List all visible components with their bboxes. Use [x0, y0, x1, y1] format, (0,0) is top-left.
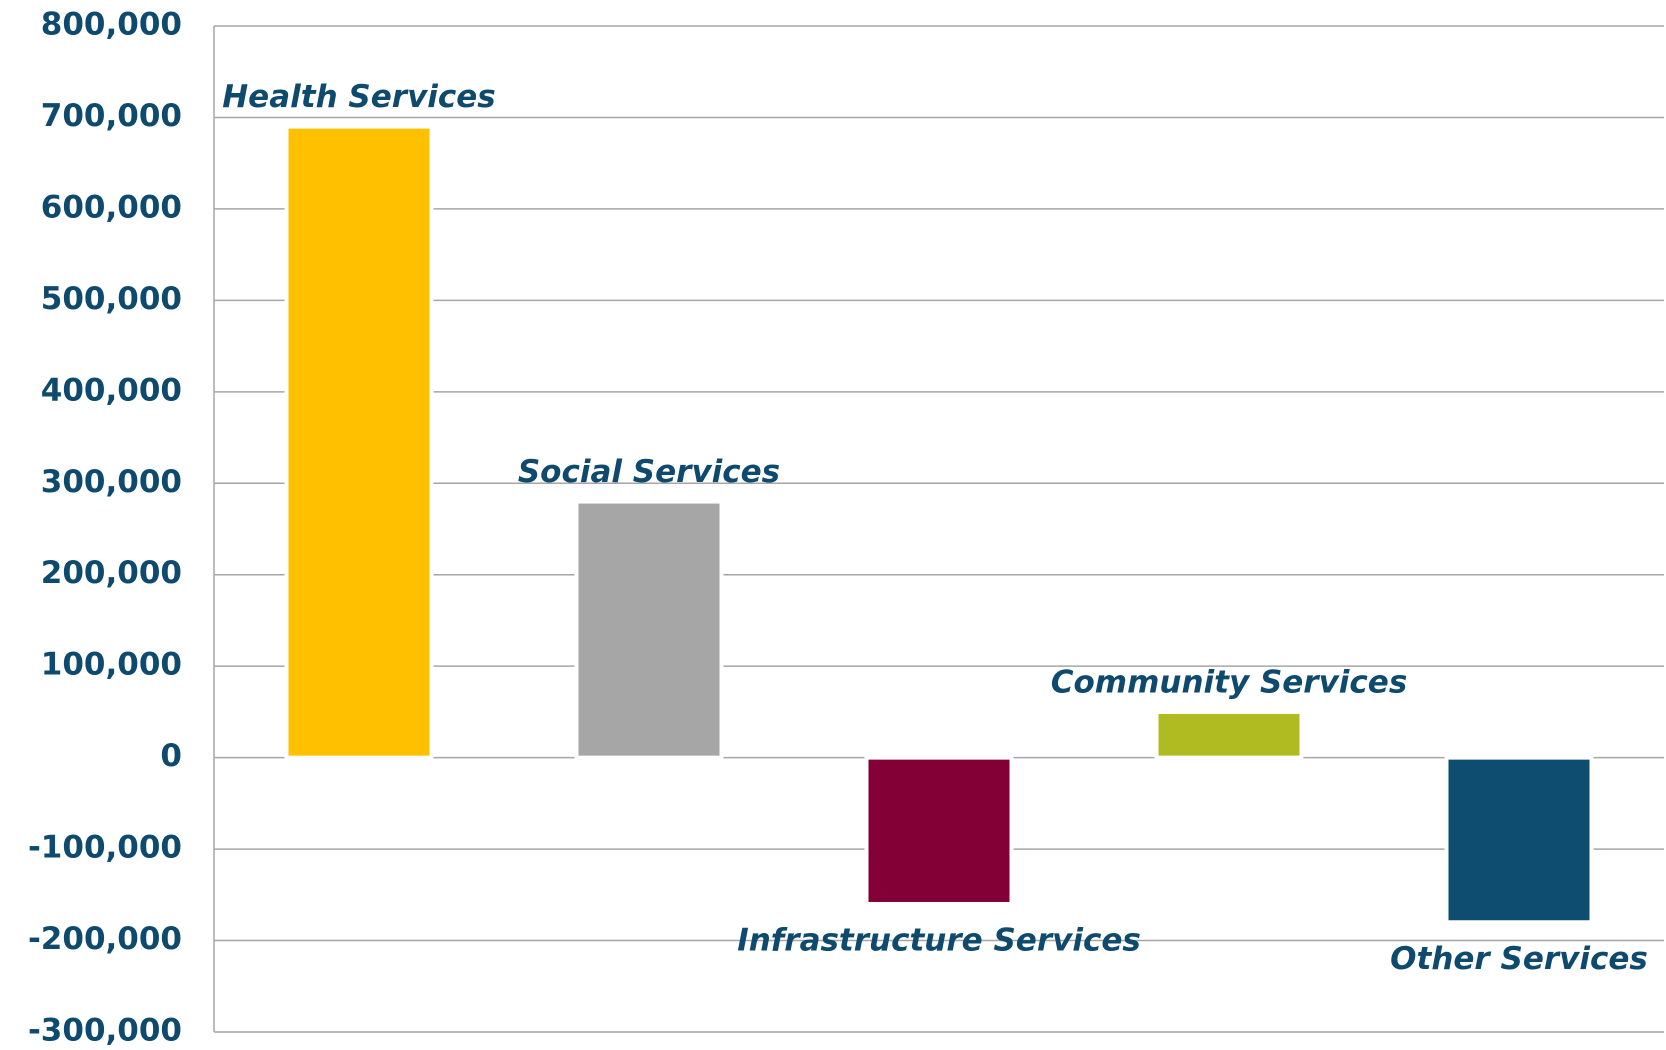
- category-label: Social Services: [518, 454, 780, 490]
- y-tick-label: 0: [160, 738, 182, 774]
- y-tick-label: 400,000: [41, 372, 182, 408]
- bar: [574, 499, 724, 760]
- bar: [284, 124, 434, 760]
- y-tick-label: -100,000: [28, 830, 182, 866]
- category-label: Other Services: [1390, 941, 1648, 977]
- y-tick-label: -200,000: [28, 921, 182, 957]
- bar: [1444, 755, 1594, 925]
- category-label: Health Services: [222, 79, 496, 115]
- y-tick-label: 600,000: [41, 189, 182, 225]
- y-tick-label: 300,000: [41, 464, 182, 500]
- y-tick-label: 100,000: [41, 647, 182, 683]
- y-tick-label: 200,000: [41, 555, 182, 591]
- category-label: Infrastructure Services: [737, 922, 1141, 958]
- category-label: Community Services: [1051, 664, 1408, 700]
- y-tick-label: -300,000: [28, 1013, 182, 1049]
- y-tick-label: 500,000: [41, 281, 182, 317]
- y-tick-label: 700,000: [41, 98, 182, 134]
- y-tick-label: 800,000: [41, 7, 182, 43]
- bar: [1154, 709, 1304, 760]
- bar: [864, 755, 1014, 906]
